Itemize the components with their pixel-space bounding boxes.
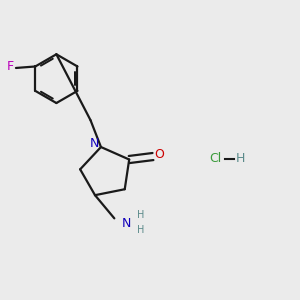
Text: N: N [122, 217, 131, 230]
Text: N: N [90, 137, 99, 150]
Text: H: H [137, 210, 144, 220]
Text: O: O [154, 148, 164, 161]
Text: H: H [137, 225, 144, 235]
Text: Cl: Cl [209, 152, 221, 165]
Text: H: H [236, 152, 245, 165]
Text: F: F [7, 60, 14, 73]
